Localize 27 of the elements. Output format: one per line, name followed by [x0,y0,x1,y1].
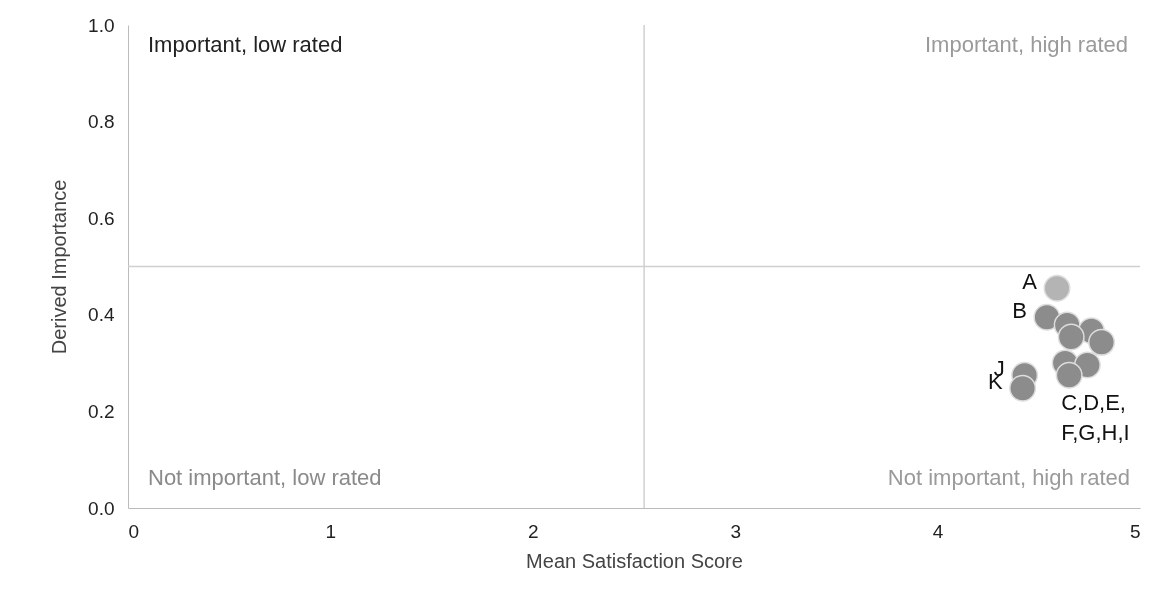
y-tick-label: 0.2 [88,400,115,422]
y-tick-label: 0.0 [88,497,115,519]
annotation: Important, low rated [148,32,343,57]
annotation: B [1012,298,1027,324]
point [1057,323,1085,351]
point [1088,328,1116,356]
x-tick-label: 2 [528,520,539,542]
annotation: Not important, high rated [887,465,1130,490]
point [1055,361,1083,389]
x-tick-label: 5 [1129,520,1141,542]
x-tick-label: 1 [325,520,337,542]
annotation: C,D,E, F,G,H,I [1061,390,1130,446]
annotation: Not important, low rated [148,465,382,490]
x-axis-title: Mean Satisfaction Score [526,549,743,572]
y-tick-label: 0.4 [88,304,115,326]
y-axis-title: Derived Importance [48,179,71,355]
x-tick-label: 3 [730,520,741,542]
x-tick-label: 4 [932,520,944,542]
annotation: Important, high rated [924,32,1128,57]
y-tick-label: 0.6 [88,207,115,229]
x-tick-label: 0 [128,520,140,542]
point [1033,303,1061,331]
point [1009,374,1037,402]
point [1043,274,1071,302]
y-tick-label: 1.0 [88,14,115,36]
y-tick-label: 0.8 [88,111,115,133]
annotation: A [1022,269,1038,295]
